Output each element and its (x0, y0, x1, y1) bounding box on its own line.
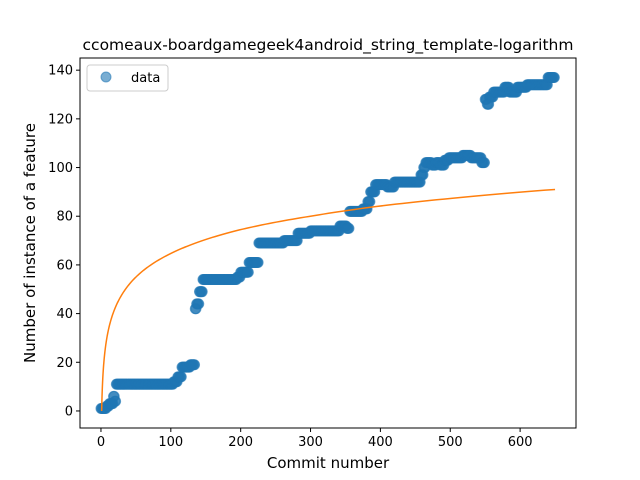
y-tick-label: 80 (56, 210, 73, 225)
x-tick-label: 500 (438, 435, 463, 450)
x-tick-label: 200 (228, 435, 253, 450)
fit-line (100, 188, 556, 411)
plot-area (95, 71, 560, 415)
x-tick-label: 400 (368, 435, 393, 450)
data-point (189, 359, 201, 371)
data-point (175, 371, 187, 383)
chart-title: ccomeaux-boardgamegeek4android_string_te… (83, 36, 574, 55)
data-point (193, 298, 205, 310)
x-tick-label: 0 (97, 435, 105, 450)
data-point (242, 266, 254, 278)
x-tick-label: 300 (298, 435, 323, 450)
y-tick-label: 60 (56, 258, 73, 273)
y-tick-label: 120 (48, 112, 73, 127)
x-tick-label: 600 (508, 435, 533, 450)
data-point (478, 157, 490, 169)
x-axis-title: Commit number (267, 454, 390, 472)
legend: data (86, 64, 169, 92)
data-point (196, 286, 208, 298)
legend-box (86, 64, 169, 92)
y-tick-label: 20 (56, 356, 73, 371)
data-point (252, 256, 264, 268)
legend-label-data: data (131, 71, 160, 86)
data-point (343, 222, 355, 234)
data-series (95, 71, 560, 415)
y-tick-label: 140 (48, 64, 73, 79)
data-point (110, 395, 122, 407)
y-tick-label: 40 (56, 307, 73, 322)
data-point (548, 71, 560, 83)
y-axis: 0 20 40 60 80 100 120 140 (48, 64, 80, 419)
y-tick-label: 0 (65, 404, 73, 419)
y-axis-title: Number of instance of a feature (21, 123, 39, 363)
x-tick-label: 100 (158, 435, 183, 450)
plot-frame (79, 57, 577, 429)
x-axis: 0 100 200 300 400 500 600 (97, 428, 533, 450)
y-tick-label: 100 (48, 161, 73, 176)
legend-marker-data (100, 71, 112, 83)
data-point (364, 196, 376, 208)
